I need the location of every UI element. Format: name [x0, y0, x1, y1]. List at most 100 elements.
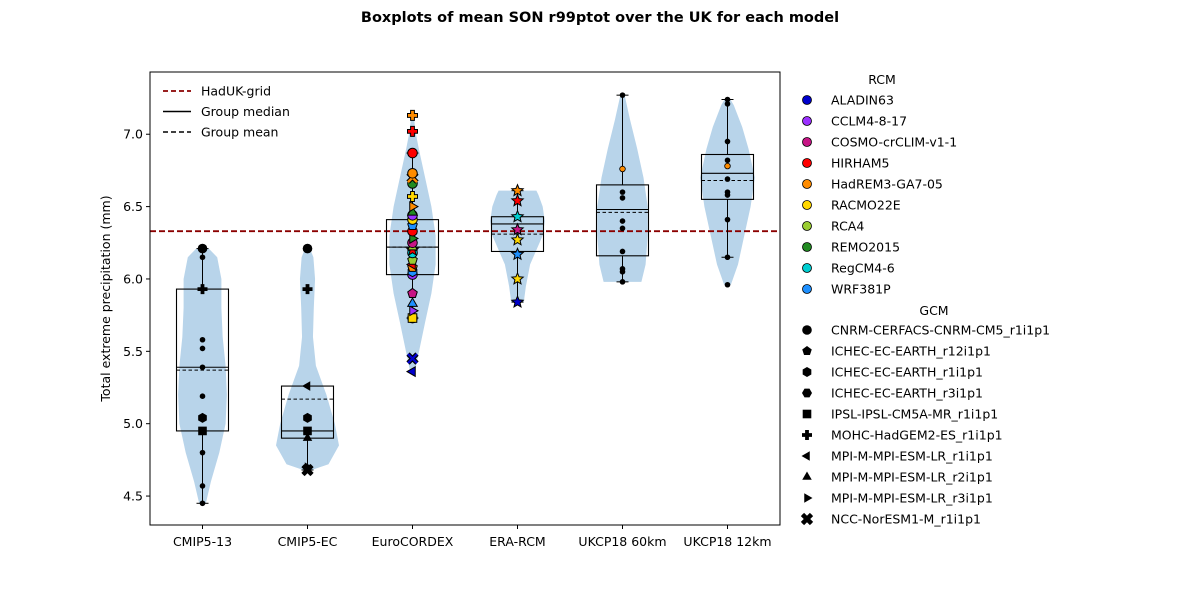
x-tick-label-4: UKCP18 60km: [578, 534, 666, 549]
gcm-legend-label-5: MOHC-HadGEM2-ES_r1i1p1: [831, 428, 1003, 443]
rcm-legend-label-6: RCA4: [831, 219, 864, 234]
data-point-5-0: [724, 281, 731, 288]
rcm-legend-marker-8: [802, 263, 812, 273]
rcm-legend-marker-2: [802, 137, 812, 147]
data-point-0-0: [199, 500, 206, 507]
rcm-legend-marker-5: [802, 200, 812, 210]
data-point-0-8: [199, 336, 206, 343]
legend-line-label-2: Group mean: [201, 125, 278, 140]
data-point-0-10: [199, 254, 206, 261]
x-fill: [801, 513, 813, 525]
rcm-legend-label-1: CCLM4-8-17: [831, 114, 907, 129]
data-point-3-3: [510, 232, 525, 246]
data-point-0-5: [199, 393, 206, 399]
y-tick-label-5: 7.0: [123, 127, 143, 142]
data-point-5-8: [724, 138, 731, 145]
rcm-legend-title: RCM: [868, 72, 896, 87]
data-point-4-3: [619, 248, 626, 255]
x-tick-label-2: EuroCORDEX: [372, 534, 454, 549]
rcm-legend-label-3: HIRHAM5: [831, 156, 889, 171]
data-point-0-9: [197, 284, 208, 295]
data-point-1-7: [302, 243, 313, 254]
data-point-0-1: [199, 483, 206, 489]
gcm-legend-marker-1: [802, 346, 812, 356]
data-point-1-6: [302, 284, 313, 295]
gcm-legend-marker-9: [800, 512, 814, 526]
rcm-legend-label-9: WRF381P: [831, 282, 891, 297]
data-point-3-0: [510, 294, 525, 309]
y-tick-label-2: 5.5: [123, 344, 143, 359]
gcm-legend-title: GCM: [919, 303, 948, 318]
data-point-4-2: [619, 266, 626, 272]
violin-0: [178, 248, 227, 504]
boxes-layer: [175, 94, 755, 504]
gcm-legend-marker-0: [802, 325, 812, 335]
violins-layer: [178, 95, 755, 504]
gcm-legend-marker-5: [802, 430, 812, 440]
data-point-4-5: [619, 218, 626, 224]
y-axis-label: Total extreme precipitation (mm): [98, 195, 113, 402]
gcm-legend-marker-2: [802, 367, 812, 377]
data-point-2-26: [407, 125, 418, 137]
gcm-legend-label-7: MPI-M-MPI-ESM-LR_r2i1p1: [831, 470, 993, 485]
y-tick-label-4: 6.5: [123, 199, 143, 214]
rcm-legend-marker-1: [802, 116, 812, 126]
data-point-1-5: [302, 381, 311, 391]
rcm-legend-label-4: HadREM3-GA7-05: [831, 177, 943, 192]
rcm-legend-label-5: RACMO22E: [831, 198, 901, 213]
data-point-4-6: [619, 195, 626, 201]
gcm-legend-label-0: CNRM-CERFACS-CNRM-CM5_r1i1p1: [831, 323, 1050, 338]
axes-layer: 4.5 5.0 5.5 6.0 6.5 7.0 CMIP5-13 CMIP5-EC EuroCO…: [98, 127, 772, 549]
rcm-legend-marker-9: [802, 284, 812, 294]
marker-legend: RCM ALADIN63 CCLM4-8-17 COSMO-crCLIM-v1-1 HI…: [800, 72, 1050, 527]
data-point-2-21: [407, 190, 418, 202]
gcm-legend-label-6: MPI-M-MPI-ESM-LR_r1i1p1: [831, 449, 993, 464]
data-point-0-6: [199, 364, 206, 371]
data-point-2-20: [409, 200, 419, 213]
data-point-5-9: [724, 101, 731, 107]
data-point-3-6: [510, 193, 525, 207]
data-point-5-4: [724, 189, 731, 195]
data-point-2-3: [406, 297, 419, 307]
data-point-1-3: [303, 426, 312, 436]
x-tick-label-0: CMIP5-13: [173, 534, 232, 549]
line-legend: HadUK-grid Group median Group mean: [163, 84, 290, 140]
data-point-5-7: [724, 157, 731, 164]
rcm-legend-label-0: ALADIN63: [831, 93, 894, 108]
data-point-2-29: [406, 365, 416, 378]
gcm-legend-marker-6: [801, 451, 810, 461]
legend-line-label-1: Group median: [201, 104, 290, 119]
data-point-3-1: [510, 271, 525, 285]
box-5: [700, 153, 755, 200]
gcm-legend-label-4: IPSL-IPSL-CM5A-MR_r1i1p1: [831, 407, 998, 422]
data-point-5-6: [724, 162, 731, 170]
data-point-2-24: [407, 168, 418, 179]
data-point-5-5: [724, 176, 731, 182]
data-point-1-2: [302, 432, 313, 441]
x-tick-label-1: CMIP5-EC: [278, 534, 338, 549]
gcm-legend-label-8: MPI-M-MPI-ESM-LR_r3i1p1: [831, 491, 993, 506]
points-layer: [197, 92, 731, 507]
gcm-legend-label-2: ICHEC-EC-EARTH_r1i1p1: [831, 365, 983, 380]
data-point-0-11: [197, 243, 208, 254]
data-point-2-25: [407, 147, 418, 159]
data-point-4-8: [619, 165, 626, 173]
y-tick-label-0: 4.5: [123, 489, 143, 504]
data-point-3-5: [510, 209, 525, 223]
data-point-2-27: [407, 109, 418, 121]
gcm-legend-marker-8: [804, 493, 813, 503]
y-tick-label-1: 5.0: [123, 416, 143, 431]
data-point-2-4: [407, 287, 418, 298]
x-tick-label-5: UKCP18 12km: [683, 534, 771, 549]
data-point-3-2: [510, 247, 525, 261]
plot-frame: [149, 71, 781, 526]
rcm-legend-marker-3: [802, 158, 812, 168]
data-point-0-2: [199, 449, 206, 456]
gcm-legend-marker-3: [802, 388, 812, 398]
violin-4: [597, 95, 648, 282]
rcm-legend-marker-7: [802, 242, 812, 252]
gcm-legend-label-3: ICHEC-EC-EARTH_r3i1p1: [831, 386, 983, 401]
rcm-legend-marker-4: [802, 179, 812, 189]
x-tick-label-3: ERA-RCM: [489, 534, 545, 549]
violin-1: [276, 248, 339, 471]
